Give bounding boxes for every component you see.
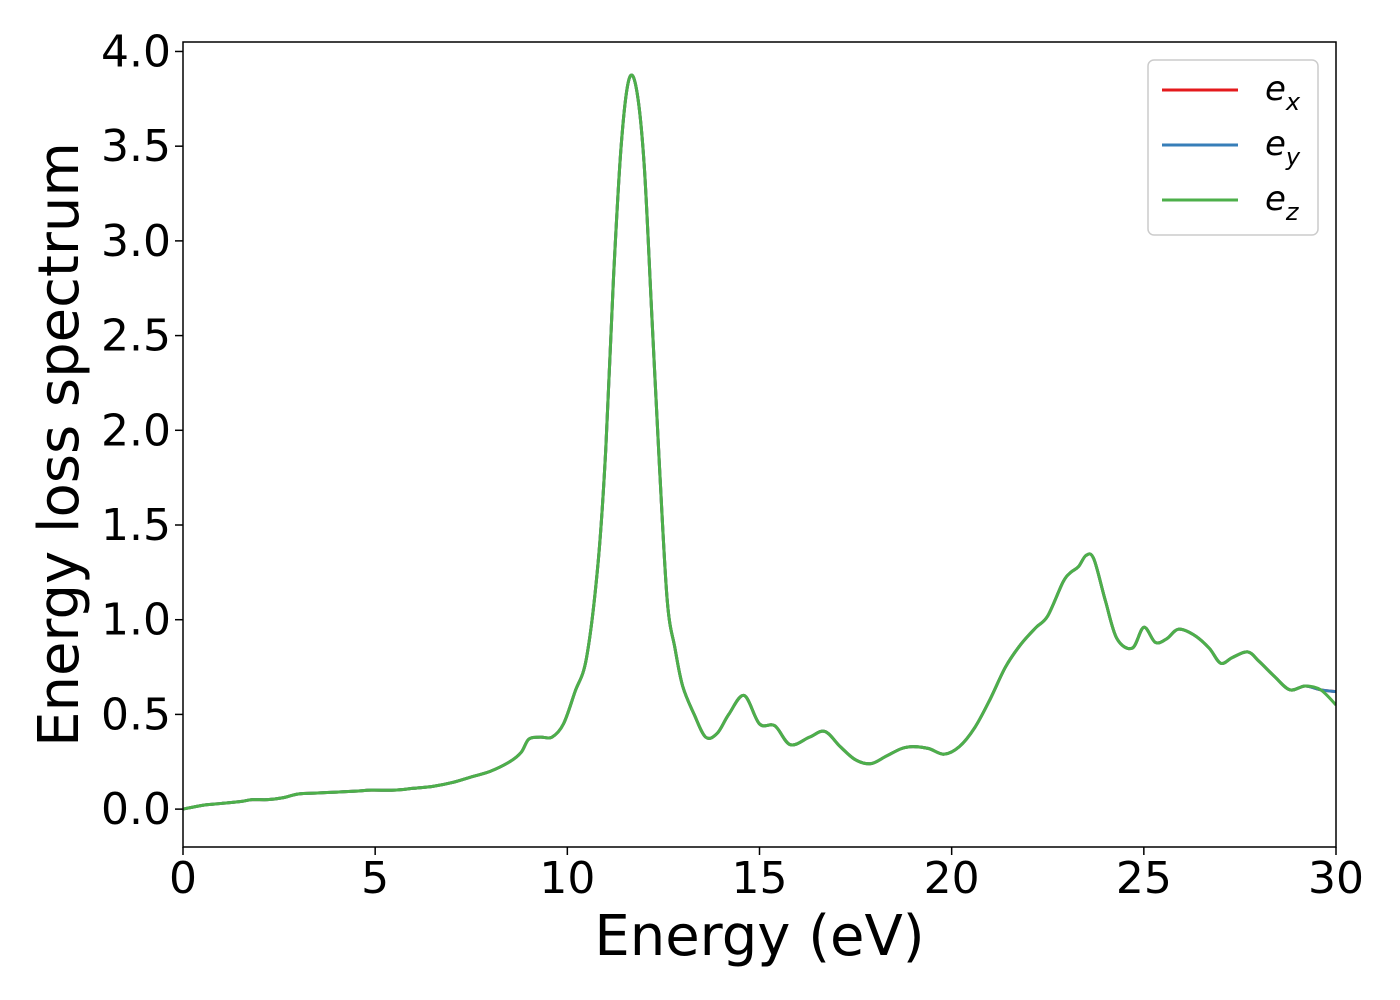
x-tick-label: 15 <box>732 853 788 904</box>
series-line-ez <box>183 73 1336 811</box>
legend-label: ey <box>1265 124 1301 171</box>
x-tick-label: 30 <box>1308 853 1364 904</box>
legend-box <box>1147 59 1319 236</box>
y-tick-label: 3.0 <box>101 216 171 267</box>
x-tick-label: 20 <box>924 853 980 904</box>
series-layer <box>183 73 1336 811</box>
y-axis-ticks: 0.0 0.5 1.0 1.5 2.0 2.5 3.0 3.5 4.0 <box>101 26 183 835</box>
legend-label: ez <box>1265 179 1300 226</box>
legend-label: ex <box>1265 69 1301 116</box>
y-tick-label: 0.5 <box>101 689 171 740</box>
x-axis-title: Energy (eV) <box>594 904 924 969</box>
y-axis-title: Energy loss spectrum <box>27 142 92 747</box>
y-tick-label: 2.5 <box>101 311 171 362</box>
y-tick-label: 1.5 <box>101 500 171 551</box>
y-tick-label: 2.0 <box>101 405 171 456</box>
x-tick-label: 0 <box>169 853 197 904</box>
x-tick-label: 25 <box>1116 853 1172 904</box>
x-axis-ticks: 0 5 10 15 20 25 30 <box>169 847 1364 904</box>
x-tick-label: 10 <box>539 853 595 904</box>
legend: ex ey ez <box>1147 59 1319 236</box>
y-tick-label: 3.5 <box>101 121 171 172</box>
y-tick-label: 1.0 <box>101 595 171 646</box>
y-tick-label: 4.0 <box>101 26 171 77</box>
x-tick-label: 5 <box>361 853 389 904</box>
y-tick-label: 0.0 <box>101 784 171 835</box>
